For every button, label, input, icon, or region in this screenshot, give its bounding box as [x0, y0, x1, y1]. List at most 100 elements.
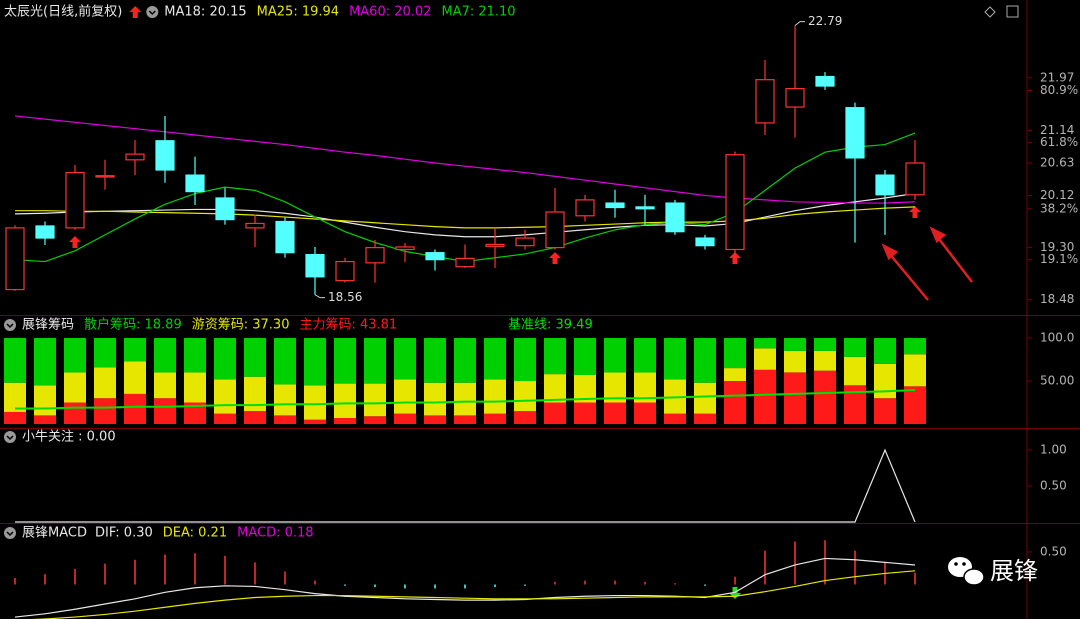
chip-bar — [694, 413, 716, 424]
chip-bar — [394, 338, 416, 380]
y-tick-label: 0.50 — [1040, 479, 1067, 493]
chip-bar — [874, 398, 896, 424]
chip-bar — [604, 372, 626, 403]
window-icon[interactable] — [1006, 5, 1019, 18]
chip-bar — [94, 398, 116, 424]
candle-body — [875, 174, 895, 196]
chip-bar — [514, 381, 536, 412]
logo-bubble — [963, 568, 985, 586]
buy-arrow — [909, 206, 921, 218]
panel-title: 展锋MACD — [22, 526, 87, 541]
collapse-chevron — [6, 531, 14, 537]
chip-bar — [604, 402, 626, 424]
low-label: 18.56 — [328, 290, 362, 304]
candle-body — [455, 257, 475, 268]
chip-bar — [844, 385, 866, 424]
candle-body — [635, 206, 655, 210]
y-tick-label: 19.30 — [1040, 240, 1074, 254]
y-tick-label: 19.1% — [1040, 252, 1078, 266]
chip-bar — [634, 338, 656, 373]
collapse-icon[interactable] — [4, 431, 16, 443]
chip-bar — [484, 379, 506, 414]
chip-bar — [274, 384, 296, 416]
chip-bar — [34, 415, 56, 424]
chip-bar — [544, 374, 566, 403]
chip-bar — [784, 338, 806, 351]
chip-bar — [4, 382, 26, 412]
ma-line — [14, 192, 916, 238]
chip-bar — [364, 383, 386, 417]
chip-bar — [664, 338, 686, 380]
chip-bar — [814, 338, 836, 351]
watermark: 展锋 — [990, 557, 1038, 585]
candle-body — [815, 75, 835, 87]
pointer-arrow-head — [881, 243, 899, 261]
diamond-icon[interactable] — [984, 6, 996, 18]
chip-bar — [274, 415, 296, 424]
top-right-icons[interactable] — [984, 5, 1019, 18]
chip-bar — [454, 415, 476, 424]
chip-bar — [304, 338, 326, 386]
legend-entry: MA7: 21.10 — [441, 5, 515, 20]
chip-bar — [694, 338, 716, 383]
chip-bar — [604, 338, 626, 373]
candle-body — [95, 175, 115, 178]
candle-body — [905, 162, 925, 196]
chip-bar — [724, 381, 746, 424]
candle-body — [425, 252, 445, 261]
candle-body — [725, 154, 745, 251]
candle-body — [215, 197, 235, 221]
chip-bar — [124, 361, 146, 394]
baseline-line — [15, 389, 916, 410]
candle-body — [185, 174, 205, 193]
chip-bar — [334, 417, 356, 424]
y-tick-label: 100.0 — [1040, 331, 1074, 345]
low-pointer — [314, 294, 325, 299]
chip-bar — [364, 338, 386, 384]
chip-bar — [754, 369, 776, 424]
candle-body — [785, 87, 805, 108]
candle-body — [155, 140, 175, 171]
chip-bar — [64, 338, 86, 373]
chip-bar — [754, 348, 776, 370]
candle-body — [545, 211, 565, 249]
macd-line — [14, 557, 916, 618]
collapse-icon[interactable] — [4, 319, 16, 331]
chip-bar — [184, 338, 206, 373]
chip-bar — [724, 338, 746, 369]
chip-bar — [904, 354, 926, 387]
chip-bar — [544, 402, 566, 424]
pointer-arrow — [887, 251, 929, 301]
chip-bar — [154, 398, 176, 424]
candle-body — [275, 220, 295, 254]
collapse-icon[interactable] — [146, 6, 159, 18]
chart-title: 太辰光(日线,前复权) — [4, 4, 122, 20]
chip-bar — [664, 413, 686, 424]
y-tick-label: 20.63 — [1040, 156, 1074, 170]
chip-bar — [304, 419, 326, 424]
chip-bar — [544, 338, 566, 375]
candle-body — [485, 243, 505, 247]
collapse-chevron — [6, 323, 14, 329]
chip-bar — [484, 338, 506, 380]
collapse-icon[interactable] — [4, 527, 16, 539]
chip-bar — [574, 374, 596, 403]
chip-bar — [874, 338, 896, 364]
candle-body — [755, 79, 775, 124]
chip-bar — [64, 372, 86, 403]
chip-bar — [34, 338, 56, 386]
chip-bar — [394, 413, 416, 424]
buy-arrow — [69, 236, 81, 248]
legend-entry: 主力筹码: 43.81 — [299, 317, 397, 333]
legend-entry: DIF: 0.30 — [95, 526, 153, 541]
candle-body — [305, 253, 325, 278]
chip-bar — [514, 338, 536, 381]
y-tick-label: 21.14 — [1040, 123, 1074, 137]
wechat-logo — [948, 557, 985, 586]
legend-entry: MA25: 19.94 — [257, 5, 339, 20]
chip-bar — [874, 363, 896, 399]
legend-entry: 小牛关注 : 0.00 — [22, 430, 116, 445]
chip-bar — [214, 338, 236, 380]
